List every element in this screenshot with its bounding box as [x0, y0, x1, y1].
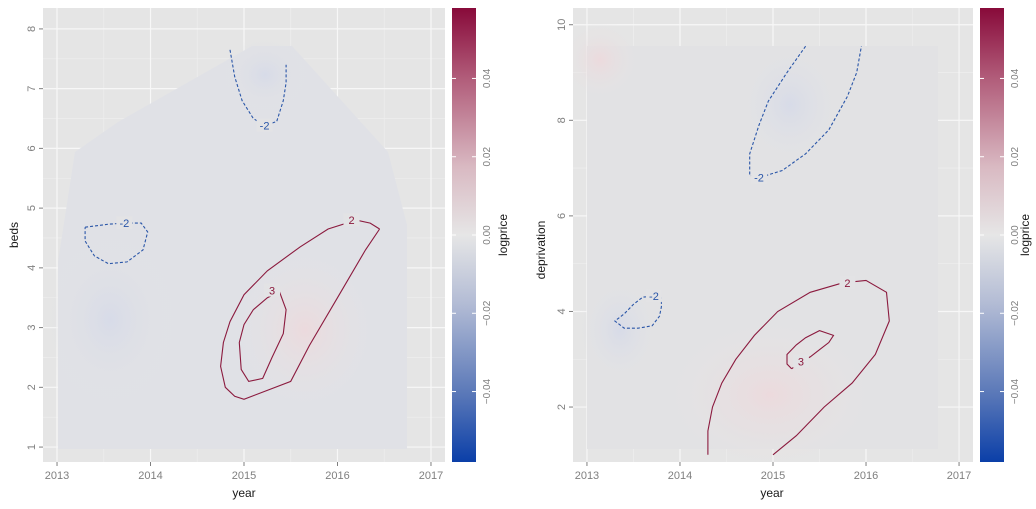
colorbar-tick-label: −0.04: [482, 378, 493, 404]
positive-tint: [660, 315, 880, 462]
contour-line: [749, 45, 862, 179]
y-tick-label: 6: [26, 145, 38, 151]
y-tick-label: 5: [26, 205, 38, 211]
contour-label-bg: [264, 283, 281, 297]
y-tick-label: 2: [556, 404, 568, 410]
contour-line: [238, 291, 287, 383]
y-axis-title: deprivation: [534, 221, 548, 280]
y-tick-label: 4: [26, 265, 38, 271]
colorbar-tick-label: 0.00: [1010, 225, 1021, 245]
positive-tint: [235, 250, 375, 410]
x-tick-label: 2015: [232, 470, 256, 482]
y-tick-label: 2: [26, 384, 38, 390]
contour-label-bg: [751, 170, 768, 184]
x-axis-ticks: 2013 2014 2015 2016 2017: [45, 462, 443, 482]
colorbar-title: logprice: [1018, 214, 1032, 256]
x-axis-title: year: [232, 486, 255, 500]
contour-label: -2: [649, 291, 659, 303]
y-tick-label: 8: [26, 26, 38, 32]
colorbar-ticks: −0.04 −0.02 0.00 0.02 0.04: [452, 68, 493, 404]
colorbar-title: logprice: [496, 214, 510, 256]
x-tick-label: 2013: [45, 470, 69, 482]
colorbar-tick-label: 0.04: [1010, 68, 1021, 88]
contour-label: -2: [260, 121, 270, 133]
colorbar-tick-label: −0.02: [1010, 300, 1021, 326]
y-tick-label: 3: [26, 325, 38, 331]
negative-tint-left: [575, 270, 665, 390]
y-tick-label: 1: [26, 444, 38, 450]
colorbar-tick-label: −0.02: [482, 300, 493, 326]
x-tick-label: 2014: [138, 470, 162, 482]
negative-tint: [730, 35, 850, 175]
x-tick-label: 2016: [854, 470, 878, 482]
contour-label: 2: [348, 215, 354, 227]
contour-label-bg: [256, 118, 273, 132]
colorbar-tick-label: −0.04: [1010, 378, 1021, 404]
colorbar: −0.04 −0.02 0.00 0.02 0.04 logprice: [452, 8, 510, 462]
colorbar: −0.04 −0.02 0.00 0.02 0.04 logprice: [980, 8, 1032, 462]
x-tick-label: 2013: [575, 470, 599, 482]
contour-label: 3: [269, 286, 275, 298]
x-tick-label: 2017: [947, 470, 971, 482]
contour-line: [220, 219, 381, 400]
contour-line: [613, 295, 662, 329]
contour-label-bg: [116, 216, 133, 230]
negative-tint: [43, 230, 180, 410]
contour-line: [84, 222, 149, 265]
x-tick-label: 2017: [419, 470, 443, 482]
x-axis-ticks: 2013 2014 2015 2016 2017: [575, 462, 971, 482]
negative-tint-top: [220, 35, 310, 115]
contour-label-bg: [839, 275, 856, 289]
contours: 2 3 -2 -2: [84, 49, 381, 400]
y-tick-label: 4: [556, 308, 568, 314]
y-axis-ticks: 1 2 3 4 5 6 7 8: [26, 26, 43, 450]
x-tick-label: 2016: [325, 470, 349, 482]
y-axis-ticks: 2 4 6 8 10: [556, 19, 573, 410]
contours: 2 3 -2 -2: [613, 45, 890, 456]
contour-label-bg: [343, 213, 360, 227]
y-tick-label: 7: [26, 86, 38, 92]
y-axis-title: beds: [7, 222, 21, 248]
positive-tint-corner: [573, 20, 640, 100]
contour-label-bg: [792, 354, 809, 368]
contour-label: 3: [798, 357, 804, 369]
x-tick-label: 2015: [761, 470, 785, 482]
contour-label: -2: [119, 218, 129, 230]
y-tick-label: 6: [556, 213, 568, 219]
contour-label-bg: [645, 289, 662, 303]
colorbar-tick-label: 0.00: [482, 225, 493, 245]
y-tick-label: 8: [556, 117, 568, 123]
contour-label: -2: [754, 173, 764, 185]
chart-panel-beds: 2 3 -2 -2 2013 2014 2015 2016 2017 1 2 3 4 5 6 7 8 yea…: [7, 8, 510, 500]
contour-label: 2: [844, 278, 850, 290]
colorbar-tick-label: 0.02: [1010, 147, 1021, 167]
colorbar-tick-label: 0.02: [482, 147, 493, 167]
y-tick-label: 10: [556, 19, 568, 31]
x-axis-title: year: [760, 486, 783, 500]
x-tick-label: 2014: [668, 470, 692, 482]
colorbar-tick-label: 0.04: [482, 68, 493, 88]
colorbar-ticks: −0.04 −0.02 0.00 0.02 0.04: [980, 68, 1021, 404]
